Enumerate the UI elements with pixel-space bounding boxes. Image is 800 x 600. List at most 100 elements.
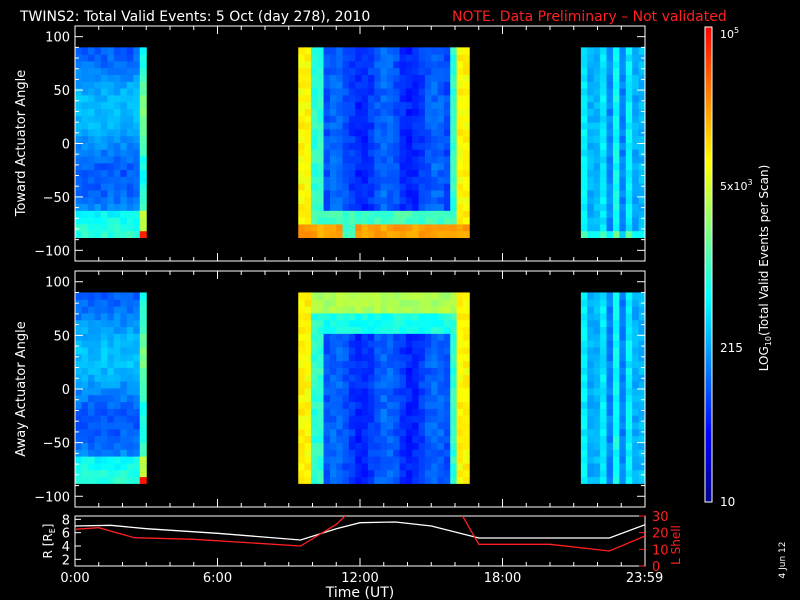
heatmap-cell <box>336 333 344 341</box>
heatmap-cell <box>412 381 420 389</box>
heatmap-cell <box>412 408 420 416</box>
heatmap-cell <box>107 162 115 171</box>
heatmap-cell <box>133 135 141 143</box>
heatmap-cell <box>632 353 640 362</box>
heatmap-cell <box>587 183 595 191</box>
heatmap-cell <box>593 88 601 96</box>
heatmap-cell <box>418 449 426 457</box>
heatmap-cell <box>456 122 464 130</box>
heatmap-cell <box>638 223 646 232</box>
heatmap-cell <box>355 142 363 150</box>
heatmap-cell <box>431 319 439 328</box>
heatmap-cell <box>443 156 451 164</box>
heatmap-cell <box>120 108 128 116</box>
heatmap-cell <box>418 122 426 130</box>
heatmap-cell <box>367 347 375 355</box>
heatmap-cell <box>107 115 115 123</box>
heatmap-cell <box>120 449 128 457</box>
heatmap-cell <box>329 347 337 355</box>
heatmap-cell <box>374 374 382 382</box>
heatmap-cell <box>298 94 306 103</box>
heatmap-cell <box>380 115 388 123</box>
heatmap-cell <box>606 394 614 403</box>
heatmap-cell <box>587 115 595 123</box>
heatmap-cell <box>355 374 363 382</box>
heatmap-cell <box>298 88 306 96</box>
heatmap-cell <box>380 217 388 225</box>
heatmap-cell <box>580 54 588 62</box>
heatmap-cell <box>113 374 121 382</box>
heatmap-cell <box>462 340 470 348</box>
heatmap-cell <box>431 54 439 62</box>
heatmap-cell <box>593 326 601 334</box>
heatmap-cell <box>107 230 115 238</box>
heatmap-cell <box>75 176 82 184</box>
heatmap-cell <box>600 456 608 464</box>
heatmap-cell <box>405 299 413 307</box>
heatmap-cell <box>619 312 627 321</box>
y-tick-label: 100 <box>45 31 70 46</box>
heatmap-cell <box>380 415 388 423</box>
heatmap-cell <box>367 299 375 307</box>
heatmap-cell <box>386 456 394 464</box>
heatmap-cell <box>113 360 121 368</box>
heatmap-cell <box>443 401 451 409</box>
heatmap-cell <box>580 299 588 307</box>
heatmap-cell <box>374 183 382 191</box>
heatmap-cell <box>107 442 115 450</box>
heatmap-cell <box>580 156 588 164</box>
heatmap-cell <box>355 210 363 218</box>
heatmap-cell <box>367 101 375 109</box>
heatmap-cell <box>619 189 627 198</box>
heatmap-cell <box>380 449 388 457</box>
heatmap-cell <box>113 367 121 375</box>
heatmap-cell <box>342 319 350 328</box>
heatmap-cell <box>600 108 608 116</box>
heatmap-cell <box>342 189 350 198</box>
heatmap-cell <box>587 394 595 403</box>
heatmap-cell <box>606 115 614 123</box>
heatmap-cell <box>329 428 337 437</box>
heatmap-cell <box>348 449 356 457</box>
heatmap-cell <box>94 128 102 137</box>
heatmap-cell <box>348 353 356 362</box>
heatmap-cell <box>405 189 413 198</box>
heatmap-cell <box>94 67 102 76</box>
heatmap-cell <box>304 462 312 471</box>
heatmap-cell <box>393 115 401 123</box>
heatmap-cell <box>612 422 620 430</box>
heatmap-cell <box>424 442 432 450</box>
heatmap-cell <box>126 94 134 103</box>
heatmap-cell <box>619 135 627 143</box>
heatmap-cell <box>619 149 627 157</box>
heatmap-cell <box>424 367 432 375</box>
toward-data-block-2 <box>298 47 470 238</box>
heatmap-cell <box>323 326 331 334</box>
heatmap-cell <box>310 353 318 362</box>
heatmap-cell <box>100 81 108 89</box>
heatmap-cell <box>336 422 344 430</box>
heatmap-cell <box>593 230 601 238</box>
heatmap-cell <box>310 176 318 184</box>
heatmap-cell <box>75 360 82 368</box>
heatmap-cell <box>462 81 470 89</box>
heatmap-cell <box>100 210 108 218</box>
heatmap-cell <box>456 94 464 103</box>
heatmap-cell <box>367 60 375 69</box>
heatmap-cell <box>619 156 627 164</box>
heatmap-cell <box>431 456 439 464</box>
heatmap-cell <box>412 456 420 464</box>
heatmap-cell <box>619 415 627 423</box>
heatmap-cell <box>619 353 627 362</box>
heatmap-cell <box>393 415 401 423</box>
heatmap-cell <box>304 88 312 96</box>
heatmap-cell <box>580 387 588 396</box>
heatmap-cell <box>600 60 608 69</box>
heatmap-cell <box>367 306 375 314</box>
heatmap-cell <box>374 449 382 457</box>
heatmap-cell <box>600 203 608 211</box>
heatmap-cell <box>412 367 420 375</box>
heatmap-cell <box>355 476 363 484</box>
heatmap-cell <box>380 101 388 109</box>
heatmap-toward <box>75 47 646 238</box>
